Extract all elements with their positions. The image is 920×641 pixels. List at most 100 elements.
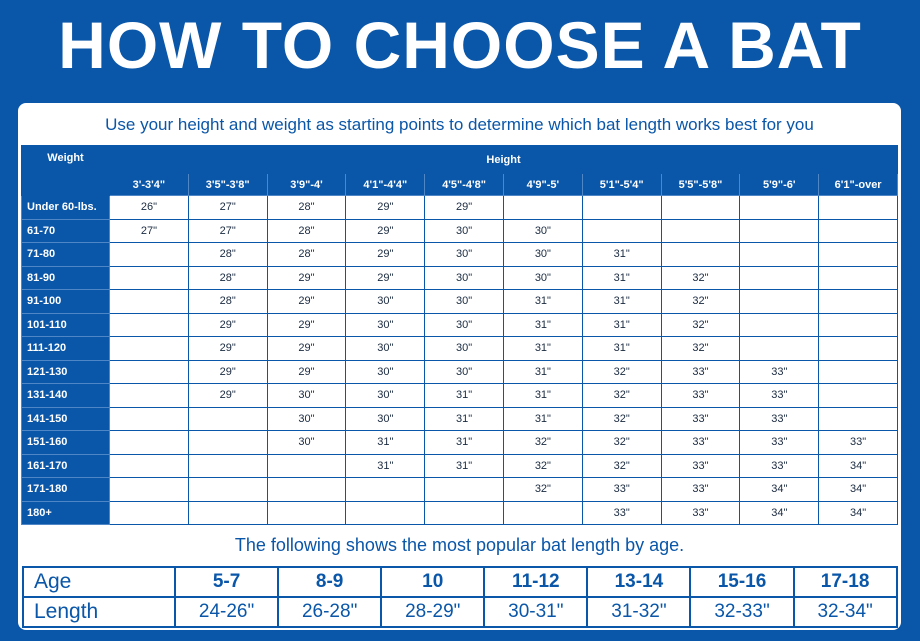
table-row: Under 60-lbs. 26" 27" 28" 29" 29" — [21, 195, 899, 220]
bat-length-cell: 32" — [581, 453, 662, 478]
bat-length-cell: 27" — [187, 218, 268, 243]
bat-size-chart: Weight Height 3'-3'4" 3'5"-3'8" 3'9"-4' 4'1… — [21, 145, 899, 525]
height-columns-row: 3'-3'4" 3'5"-3'8" 3'9"-4' 4'1"-4'4" 4'5"-4'8… — [22, 173, 899, 196]
bat-length-cell: 33" — [739, 383, 820, 408]
bat-length-cell: 31" — [581, 312, 662, 337]
bat-length-cell: 31" — [502, 289, 583, 314]
bat-length-cell — [739, 336, 820, 361]
bat-length-cell — [739, 218, 820, 243]
bat-length-cell — [266, 453, 347, 478]
length-row: Length 24-26" 26-28" 28-29" 30-31" 31-32" 32-… — [22, 596, 898, 628]
bat-length-cell — [818, 242, 899, 267]
table-row: 121-130 29" 29" 30" 30" 31" 32" 33" 33" — [21, 359, 899, 384]
bat-length-cell: 33" — [739, 430, 820, 455]
age-value: 17-18 — [792, 566, 898, 598]
bat-length-cell: 32" — [660, 336, 741, 361]
bat-length-cell — [502, 500, 583, 525]
bat-length-cell: 33" — [660, 430, 741, 455]
popular-length-caption: The following shows the most popular bat… — [234, 535, 685, 555]
bat-length-cell — [739, 289, 820, 314]
bat-length-cell — [739, 195, 820, 220]
bat-length-cell — [109, 406, 189, 431]
bat-length-cell: 30" — [502, 242, 583, 267]
weight-row-label: 121-130 — [21, 359, 110, 384]
bat-length-cell — [109, 500, 189, 525]
bat-length-cell — [109, 265, 189, 290]
bat-length-cell: 29" — [266, 336, 347, 361]
age-value: 11-12 — [483, 566, 589, 598]
bat-length-cell: 33" — [660, 383, 741, 408]
bat-length-cell — [581, 195, 662, 220]
bat-length-cell: 29" — [187, 312, 268, 337]
bat-length-cell: 31" — [502, 336, 583, 361]
weight-row-label: 111-120 — [21, 336, 110, 361]
bat-length-cell: 29" — [187, 359, 268, 384]
length-value: 31-32" — [586, 596, 692, 628]
bat-length-cell: 33" — [660, 359, 741, 384]
bat-length-cell — [187, 430, 268, 455]
bat-length-cell: 32" — [660, 312, 741, 337]
bat-length-cell: 30" — [424, 359, 504, 384]
table-row: 151-160 30" 31" 31" 32" 32" 33" 33" 33" — [21, 430, 899, 455]
height-column-header: 3'9"-4' — [266, 173, 347, 196]
bat-length-cell — [739, 265, 820, 290]
bat-length-cell — [109, 430, 189, 455]
bat-length-cell — [818, 336, 899, 361]
bat-length-cell: 33" — [739, 359, 820, 384]
bat-length-cell: 30" — [345, 289, 426, 314]
bat-length-cell: 30" — [266, 383, 347, 408]
bat-length-cell: 31" — [424, 406, 504, 431]
bat-length-cell: 29" — [187, 336, 268, 361]
weight-header: Weight — [21, 145, 110, 196]
bat-length-cell: 30" — [424, 336, 504, 361]
bat-length-cell: 28" — [266, 195, 347, 220]
bat-length-cell: 28" — [187, 242, 268, 267]
bat-length-cell: 33" — [660, 406, 741, 431]
bat-length-cell — [187, 406, 268, 431]
bat-length-cell: 29" — [266, 312, 347, 337]
bat-length-cell: 30" — [424, 218, 504, 243]
bat-length-cell: 28" — [266, 218, 347, 243]
bat-length-cell: 28" — [187, 289, 268, 314]
bat-length-cell: 30" — [424, 312, 504, 337]
bat-length-cell: 31" — [424, 383, 504, 408]
height-column-header: 5'9"-6' — [739, 173, 820, 196]
table-row: 91-100 28" 29" 30" 30" 31" 31" 32" — [21, 289, 899, 314]
height-column-header: 3'5"-3'8" — [187, 173, 268, 196]
bat-length-cell — [187, 500, 268, 525]
bat-length-cell: 29" — [266, 289, 347, 314]
table-row: 71-80 28" 28" 29" 30" 30" 31" — [21, 242, 899, 267]
bat-length-cell: 32" — [581, 430, 662, 455]
bat-length-cell — [109, 477, 189, 502]
bat-length-cell — [502, 195, 583, 220]
bat-length-cell: 27" — [109, 218, 189, 243]
bat-length-cell — [581, 218, 662, 243]
bat-length-cell — [266, 500, 347, 525]
bat-length-cell: 31" — [424, 430, 504, 455]
weight-row-label: 180+ — [21, 500, 110, 525]
bat-length-cell: 31" — [502, 312, 583, 337]
height-column-header: 5'5"-5'8" — [660, 173, 741, 196]
weight-row-label: 71-80 — [21, 242, 110, 267]
bat-length-cell: 31" — [581, 336, 662, 361]
length-value: 32-34" — [792, 596, 898, 628]
bat-length-cell: 30" — [345, 383, 426, 408]
bat-length-cell: 30" — [424, 265, 504, 290]
height-column-header: 5'1"-5'4" — [581, 173, 662, 196]
bat-length-cell — [739, 242, 820, 267]
height-header: Height — [108, 145, 899, 174]
bat-length-cell: 33" — [660, 453, 741, 478]
bat-length-cell: 28" — [266, 242, 347, 267]
bat-length-cell: 32" — [502, 430, 583, 455]
table-row: 101-110 29" 29" 30" 30" 31" 31" 32" — [21, 312, 899, 337]
bat-length-cell — [109, 242, 189, 267]
table-row: 81-90 28" 29" 29" 30" 30" 31" 32" — [21, 265, 899, 290]
bat-length-cell — [818, 406, 899, 431]
height-column-header: 4'5"-4'8" — [424, 173, 504, 196]
bat-length-cell: 30" — [424, 289, 504, 314]
age-length-table: Age 5-7 8-9 10 11-12 13-14 15-16 17-18 Length … — [22, 566, 898, 628]
bat-length-cell: 34" — [739, 500, 820, 525]
bat-length-cell: 26" — [109, 195, 189, 220]
bat-length-cell: 30" — [345, 359, 426, 384]
bat-length-cell: 30" — [266, 406, 347, 431]
